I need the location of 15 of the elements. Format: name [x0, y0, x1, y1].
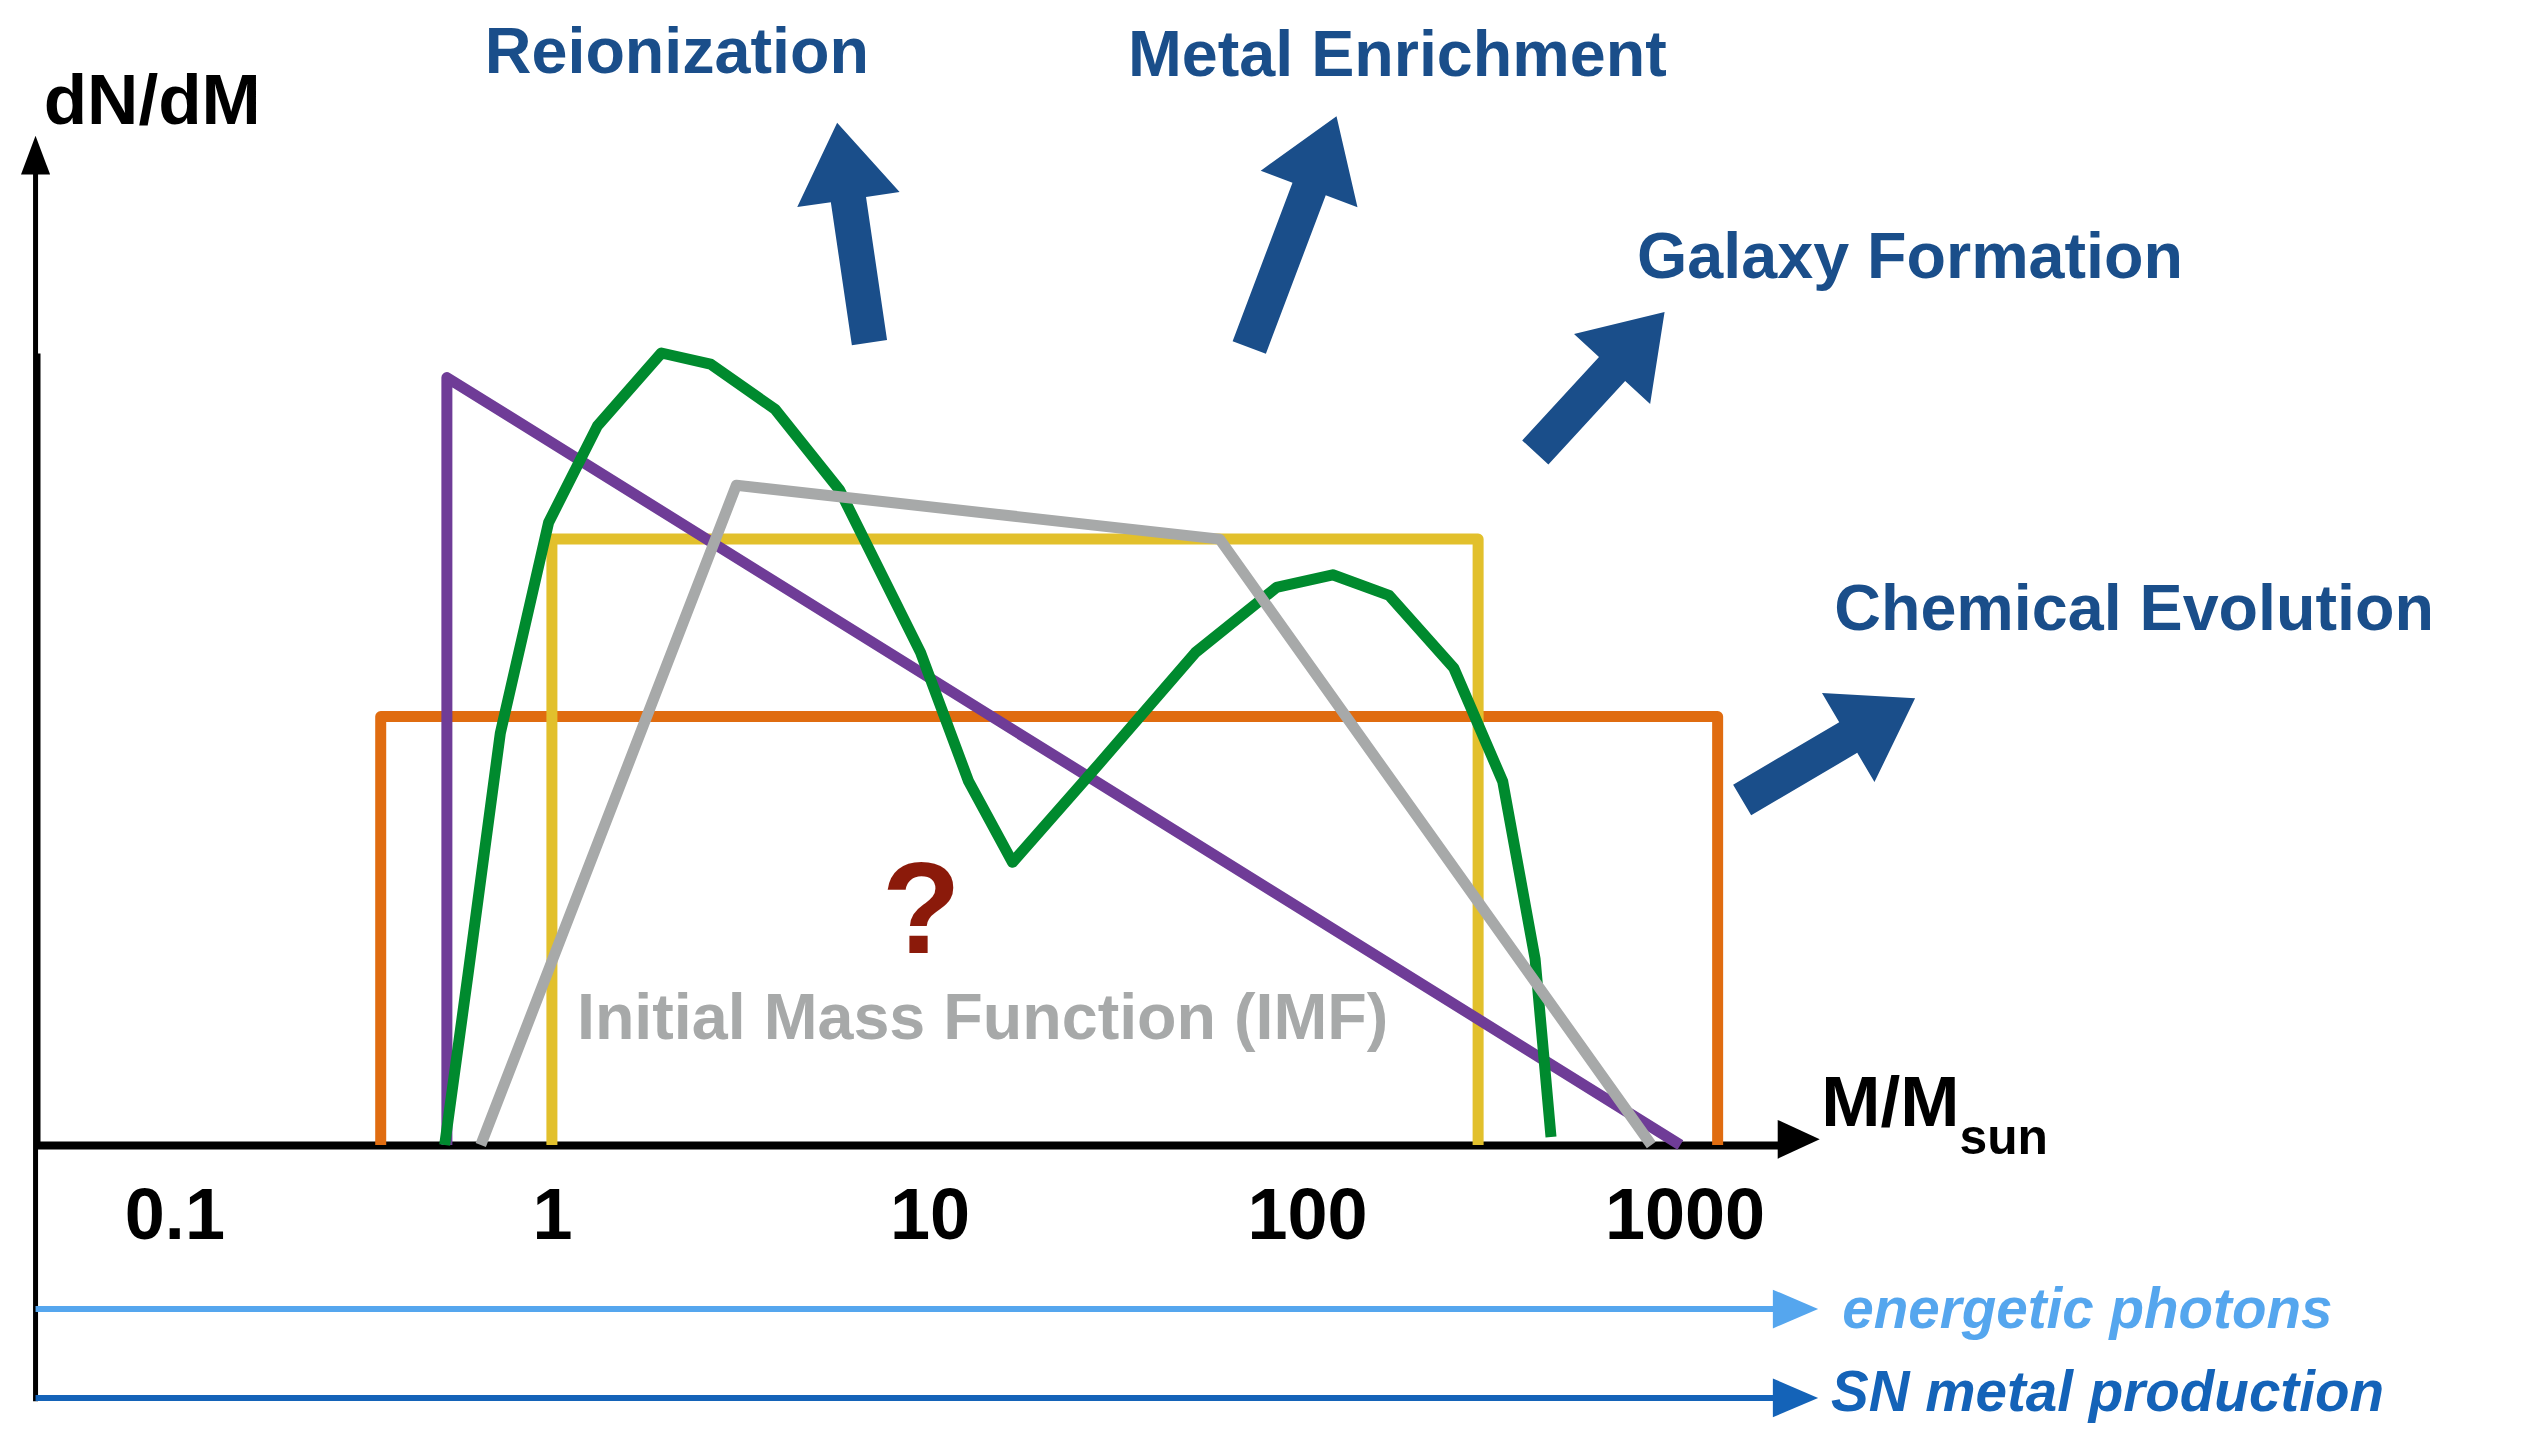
text: SN metal production: [1831, 1359, 2384, 1423]
text: Galaxy Formation: [1637, 218, 2183, 292]
x-tick-label: 1: [532, 1173, 573, 1254]
text: Reionization: [484, 13, 869, 87]
text: Chemical Evolution: [1834, 571, 2434, 645]
y-axis-title: dN/dM: [43, 60, 261, 140]
x-tick-label: 0.1: [124, 1173, 225, 1254]
x-tick-label: 10: [889, 1173, 970, 1254]
x-tick-label: 100: [1247, 1173, 1368, 1254]
text: energetic photons: [1842, 1277, 2333, 1341]
x-axis-title: M/M$_{sun}$: [1821, 1062, 2049, 1166]
x-tick-label: 1000: [1604, 1173, 1766, 1254]
text: Metal Enrichment: [1128, 16, 1667, 90]
annotation: ?: [881, 836, 961, 981]
annotation: Initial Mass Function (IMF): [576, 980, 1389, 1054]
